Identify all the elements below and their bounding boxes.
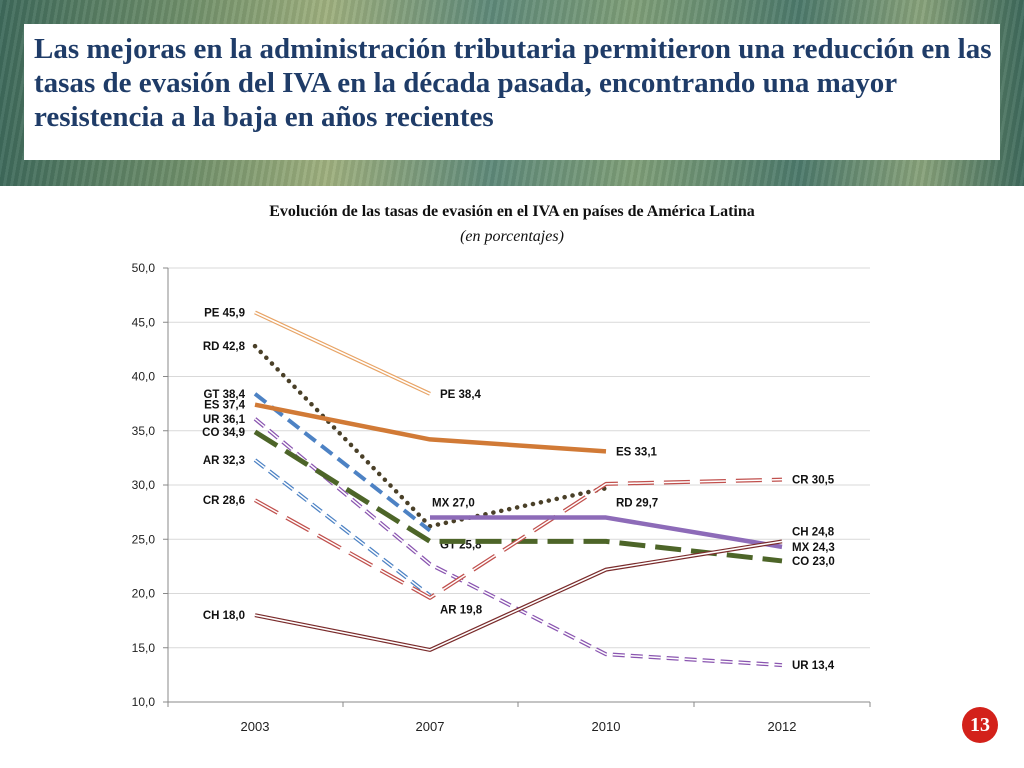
series-line-mx bbox=[430, 515, 783, 550]
title-box: Las mejoras en la administración tributa… bbox=[24, 24, 1000, 160]
y-tick-label: 45,0 bbox=[132, 315, 156, 329]
data-label-cr: CR 30,5 bbox=[792, 475, 835, 487]
y-tick-label: 15,0 bbox=[132, 641, 156, 655]
data-label-rd: RD 42,8 bbox=[203, 341, 246, 353]
data-label-mx: MX 24,3 bbox=[792, 542, 835, 554]
data-label-ur: UR 13,4 bbox=[792, 660, 835, 672]
data-label-cr: CR 28,6 bbox=[203, 495, 245, 507]
y-tick-label: 35,0 bbox=[132, 424, 156, 438]
data-label-rd: RD 29,7 bbox=[616, 497, 658, 509]
series-line-pe-inner bbox=[254, 311, 431, 395]
data-label-co: CO 34,9 bbox=[202, 427, 245, 439]
y-tick-label: 10,0 bbox=[132, 695, 156, 709]
chart-title: Evolución de las tasas de evasión en el … bbox=[269, 203, 755, 220]
y-tick-label: 20,0 bbox=[132, 587, 156, 601]
series-line-rd bbox=[252, 343, 609, 529]
data-label-ur: UR 36,1 bbox=[203, 414, 246, 426]
y-tick-label: 25,0 bbox=[132, 532, 156, 546]
data-label-pe: PE 45,9 bbox=[204, 307, 245, 319]
series-line-gt bbox=[253, 392, 432, 533]
data-label-mx: MX 27,0 bbox=[432, 498, 475, 510]
data-label-co: CO 23,0 bbox=[792, 556, 835, 568]
page-number-badge: 13 bbox=[962, 707, 998, 743]
data-label-es: ES 33,1 bbox=[616, 446, 658, 458]
x-tick-label: 2003 bbox=[241, 719, 270, 734]
series-line-es bbox=[254, 402, 607, 454]
data-label-pe: PE 38,4 bbox=[440, 389, 482, 401]
y-tick-label: 30,0 bbox=[132, 478, 156, 492]
x-tick-label: 2012 bbox=[768, 719, 797, 734]
series-line-cr bbox=[254, 477, 783, 600]
y-tick-label: 50,0 bbox=[132, 261, 156, 275]
data-label-ar: AR 32,3 bbox=[203, 455, 245, 467]
data-label-es: ES 37,4 bbox=[204, 400, 246, 412]
x-tick-label: 2007 bbox=[416, 719, 445, 734]
data-label-ch: CH 24,8 bbox=[792, 526, 835, 538]
data-label-ar: AR 19,8 bbox=[440, 605, 483, 617]
series-line-ch bbox=[254, 539, 783, 652]
series-line-cr-inner bbox=[254, 478, 783, 599]
y-tick-label: 40,0 bbox=[132, 370, 156, 384]
data-label-ch: CH 18,0 bbox=[203, 610, 245, 622]
data-label-gt: GT 38,4 bbox=[203, 389, 245, 401]
chart-subtitle: (en porcentajes) bbox=[460, 228, 564, 245]
x-tick-label: 2010 bbox=[592, 719, 621, 734]
series-line-ch-inner bbox=[254, 540, 783, 651]
slide-title: Las mejoras en la administración tributa… bbox=[34, 33, 992, 133]
series-line-ar-inner bbox=[254, 459, 431, 597]
